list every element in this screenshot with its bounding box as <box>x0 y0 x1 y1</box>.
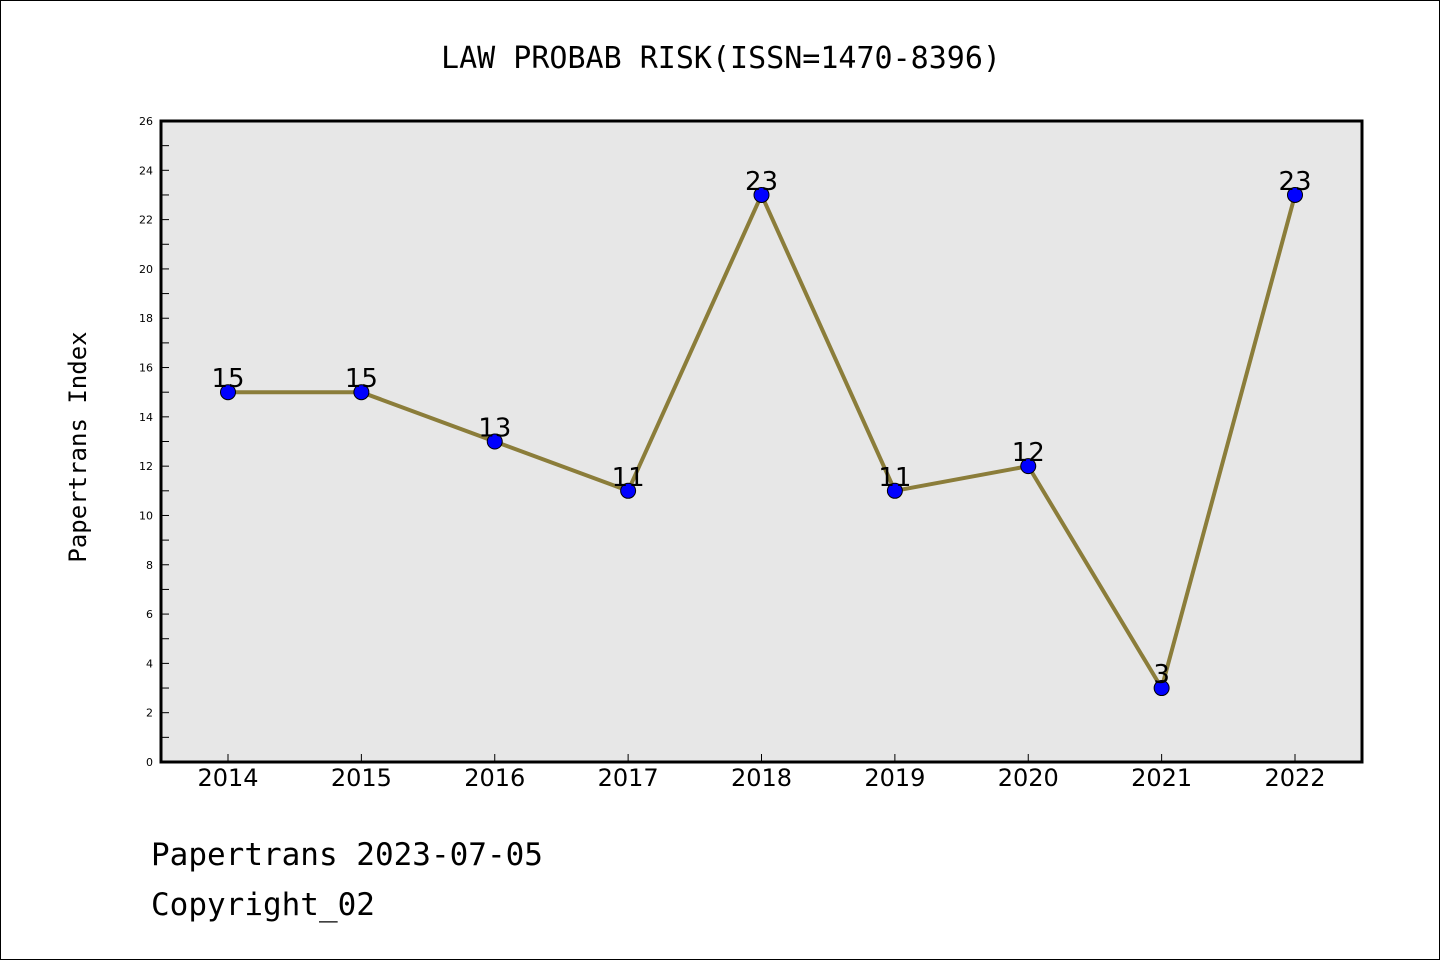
x-tick-label: 2019 <box>864 764 925 792</box>
data-point <box>220 384 236 401</box>
data-point <box>886 482 903 499</box>
data-label: 15 <box>345 364 378 394</box>
data-point <box>1287 186 1303 203</box>
data-point <box>1153 680 1170 697</box>
x-tick-label: 2021 <box>1131 764 1192 792</box>
y-tick-label: 8 <box>146 559 153 572</box>
x-tick-label: 2016 <box>464 764 525 792</box>
data-label: 12 <box>1012 438 1045 468</box>
y-tick-label: 6 <box>146 608 153 621</box>
data-label: 23 <box>1278 167 1311 197</box>
footer-date: Papertrans 2023-07-05 <box>151 837 543 873</box>
x-tick-label: 2015 <box>331 764 392 792</box>
x-tick-label: 2017 <box>598 764 659 792</box>
data-point <box>1020 458 1037 475</box>
data-labels: 15 15 13 11 23 11 12 3 23 <box>211 167 1311 690</box>
x-tick-label: 2018 <box>731 764 792 792</box>
y-axis-label: Papertrans Index <box>64 331 92 562</box>
footer-copyright: Copyright_02 <box>151 887 375 923</box>
y-tick-label: 2 <box>146 707 153 720</box>
data-label: 13 <box>478 414 511 444</box>
x-tick-label: 2022 <box>1264 764 1325 792</box>
y-tick-label: 14 <box>139 411 153 424</box>
data-label: 23 <box>745 167 778 197</box>
y-tick-label: 18 <box>139 312 153 325</box>
chart-title: LAW PROBAB RISK(ISSN=1470-8396) <box>441 41 1001 76</box>
y-tick-label: 4 <box>146 657 153 670</box>
x-axis: 2014 2015 2016 2017 2018 2019 2020 2021 2022 <box>197 754 1326 792</box>
x-tick-label: 2014 <box>197 764 258 792</box>
data-point <box>620 482 637 499</box>
y-tick-label: 16 <box>139 362 153 375</box>
y-tick-label: 24 <box>139 164 153 177</box>
data-label: 15 <box>211 364 244 394</box>
series-layer <box>220 186 1303 697</box>
data-point <box>486 433 503 450</box>
y-tick-label: 26 <box>139 115 153 128</box>
data-label: 11 <box>612 463 645 493</box>
plot-border <box>159 119 1364 764</box>
data-label: 11 <box>878 463 911 493</box>
y-tick-label: 22 <box>139 214 153 227</box>
x-tick-label: 2020 <box>998 764 1059 792</box>
y-tick-label: 12 <box>139 460 153 473</box>
plot-area <box>161 121 1362 762</box>
data-point <box>353 384 370 401</box>
y-tick-label: 20 <box>139 263 153 276</box>
data-point <box>753 186 770 203</box>
y-tick-label: 0 <box>146 756 153 769</box>
data-label: 3 <box>1153 660 1170 690</box>
y-tick-label: 10 <box>139 509 153 522</box>
